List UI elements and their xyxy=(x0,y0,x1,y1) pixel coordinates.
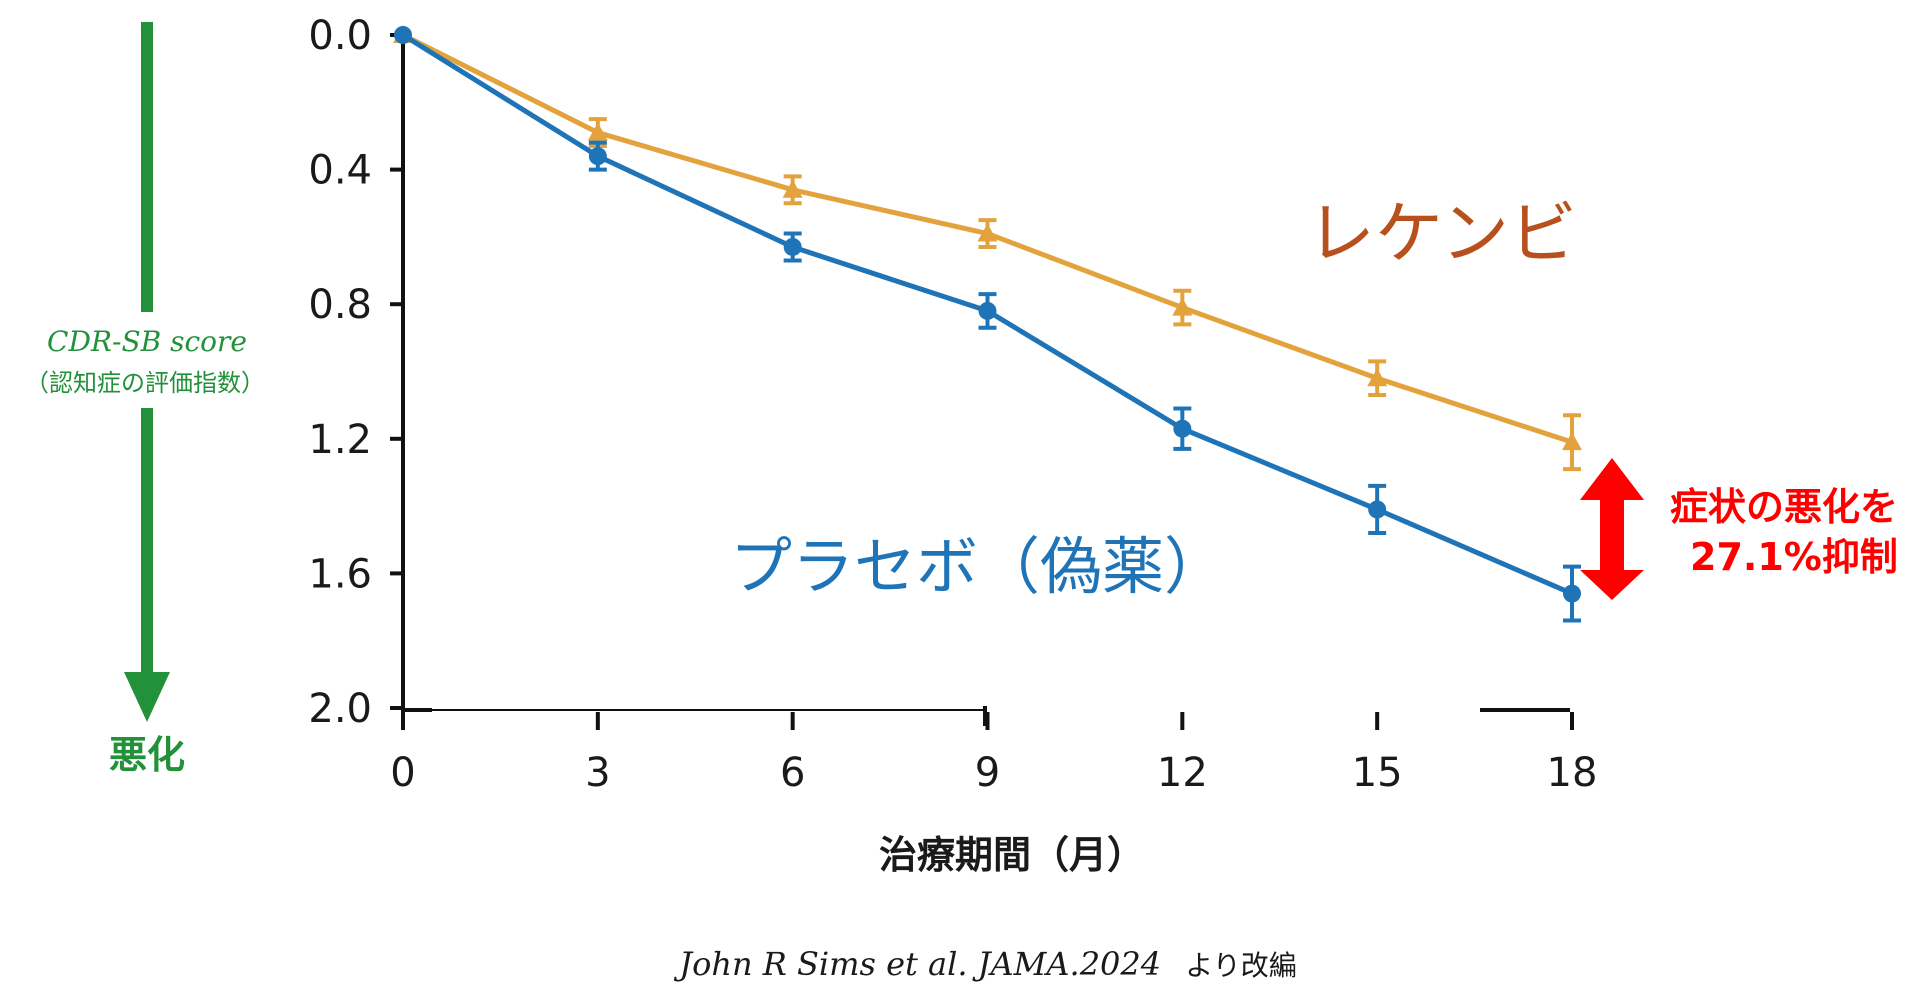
data-point xyxy=(587,122,608,141)
worse-arrow-head xyxy=(124,672,170,722)
data-point xyxy=(1562,432,1582,451)
y-tick-label: 1.2 xyxy=(308,417,372,463)
x-tick-label: 0 xyxy=(390,750,415,796)
x-tick-label: 9 xyxy=(975,750,1000,796)
data-point xyxy=(1173,419,1192,438)
data-point xyxy=(1563,584,1581,603)
citation-main: John R Sims et al. JAMA.2024 xyxy=(673,945,1161,983)
data-point xyxy=(977,223,998,242)
data-point xyxy=(394,26,412,44)
worse-arrow-shaft-bottom xyxy=(141,408,153,680)
effect-label-line1: 症状の悪化を xyxy=(1670,485,1898,529)
series-1 xyxy=(394,26,1581,623)
x-tick-label: 3 xyxy=(585,750,610,796)
y-tick-label: 2.0 xyxy=(308,686,372,732)
x-tick-label: 18 xyxy=(1547,750,1598,796)
citation: John R Sims et al. JAMA.2024 より改編 xyxy=(673,945,1297,983)
y-ticks: 0.0 0.4 0.8 1.2 1.6 2.0 xyxy=(308,13,403,732)
axes xyxy=(401,28,1570,726)
y-side-label-group: CDR-SB score （認知症の評価指数） 悪化 xyxy=(25,22,265,777)
x-axis-label: 治療期間（月） xyxy=(879,833,1145,877)
y-axis-label: CDR-SB score xyxy=(47,325,247,358)
effect-label-line2: 27.1%抑制 xyxy=(1690,535,1898,579)
y-axis-sublabel: （認知症の評価指数） xyxy=(25,369,265,397)
series-label-lecanemab: レケンビ xyxy=(1307,195,1577,274)
data-point xyxy=(1368,500,1387,519)
worse-arrow-shaft-top xyxy=(141,22,153,312)
series-layer xyxy=(393,25,1582,623)
data-point xyxy=(1367,368,1388,387)
data-point xyxy=(588,147,607,166)
effect-annotation: 症状の悪化を 27.1%抑制 xyxy=(1580,458,1898,600)
y-tick-label: 1.6 xyxy=(308,551,372,597)
y-tick-label: 0.4 xyxy=(308,148,372,194)
data-point xyxy=(1172,297,1193,316)
citation-suffix: より改編 xyxy=(1185,949,1296,982)
x-tick-label: 6 xyxy=(780,750,805,796)
data-point xyxy=(978,301,997,320)
data-point xyxy=(782,179,803,198)
series-label-placebo: プラセボ（偽薬） xyxy=(730,530,1226,603)
x-tick-label: 15 xyxy=(1352,750,1403,796)
x-ticks: 0 3 6 9 12 15 18 xyxy=(390,712,1597,796)
worse-label: 悪化 xyxy=(109,733,185,777)
data-point xyxy=(783,237,802,256)
y-tick-label: 0.0 xyxy=(308,13,372,59)
series-0 xyxy=(393,25,1582,472)
x-tick-label: 12 xyxy=(1157,750,1208,796)
effect-double-arrow xyxy=(1580,458,1644,600)
y-tick-label: 0.8 xyxy=(308,282,372,328)
